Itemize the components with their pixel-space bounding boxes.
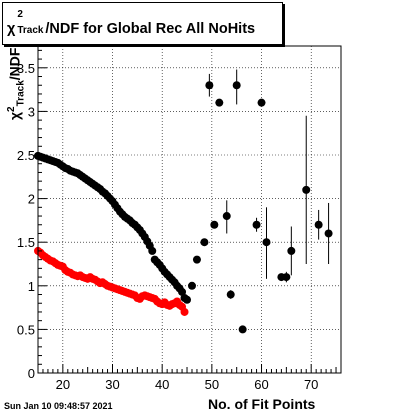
x-axis-label: No. of Fit Points bbox=[208, 396, 316, 412]
y-tick-label: 1 bbox=[28, 279, 35, 294]
x-tick-label: 70 bbox=[304, 377, 318, 392]
black-data-point bbox=[205, 81, 214, 90]
axis-ticks bbox=[37, 49, 337, 374]
y-tick-label: 2.5 bbox=[17, 148, 35, 163]
grid bbox=[38, 46, 341, 373]
black-data-point bbox=[324, 229, 333, 238]
timestamp: Sun Jan 10 09:48:57 2021 bbox=[4, 401, 113, 411]
y-tick-label: 3.5 bbox=[17, 61, 35, 76]
black-data-point bbox=[200, 238, 209, 247]
x-tick-label: 20 bbox=[56, 377, 70, 392]
title-rest: /NDF for Global Rec All NoHits bbox=[45, 21, 256, 37]
y-tick-label: 0 bbox=[28, 366, 35, 381]
black-data-point bbox=[257, 98, 266, 107]
black-data-point bbox=[183, 295, 192, 304]
y-tick-label: 2 bbox=[28, 192, 35, 207]
black-data-point bbox=[187, 281, 196, 290]
data-points bbox=[34, 81, 333, 334]
black-data-point bbox=[192, 255, 201, 264]
chart-title-box: χ 2 Track/NDF for Global Rec All NoHits bbox=[2, 2, 283, 45]
red-data-point bbox=[180, 307, 189, 316]
black-data-point bbox=[178, 287, 187, 296]
black-data-point bbox=[302, 185, 311, 194]
y-axis-label: χ2Track/NDF bbox=[6, 48, 26, 120]
ylabel-rest: /NDF bbox=[6, 47, 23, 81]
plot-frame bbox=[37, 45, 342, 374]
title-subscript: Track bbox=[17, 25, 44, 36]
x-tick-label: 40 bbox=[155, 377, 169, 392]
black-data-point bbox=[148, 246, 157, 255]
tick-labels: 20 30 40 50 60 70 0 0.5 1 1.5 2 2.5 3 3.5 bbox=[17, 61, 319, 392]
black-data-point bbox=[210, 220, 219, 229]
black-data-point bbox=[252, 220, 261, 229]
title-sup-sub: 2 Track bbox=[15, 9, 45, 36]
black-data-point bbox=[222, 212, 231, 221]
black-data-point bbox=[314, 220, 323, 229]
black-data-point bbox=[226, 290, 235, 299]
x-tick-label: 60 bbox=[254, 377, 268, 392]
title-superscript: 2 bbox=[17, 9, 23, 20]
y-tick-label: 0.5 bbox=[17, 322, 35, 337]
ylabel-superscript: 2 bbox=[6, 106, 17, 112]
black-data-point bbox=[282, 273, 291, 282]
x-tick-label: 50 bbox=[205, 377, 219, 392]
chart-title: χ 2 Track/NDF for Global Rec All NoHits bbox=[7, 9, 256, 37]
black-data-point bbox=[262, 238, 271, 247]
x-tick-label: 30 bbox=[105, 377, 119, 392]
black-data-point bbox=[232, 81, 241, 90]
ylabel-chi-symbol: χ bbox=[6, 111, 23, 120]
error-bars bbox=[208, 69, 330, 299]
y-tick-label: 3 bbox=[28, 104, 35, 119]
ylabel-subscript: Track bbox=[15, 80, 27, 107]
black-data-point bbox=[215, 98, 224, 107]
y-tick-label: 1.5 bbox=[17, 235, 35, 250]
black-data-point bbox=[287, 246, 296, 255]
black-data-point bbox=[238, 325, 247, 334]
title-chi-symbol: χ bbox=[7, 21, 16, 37]
